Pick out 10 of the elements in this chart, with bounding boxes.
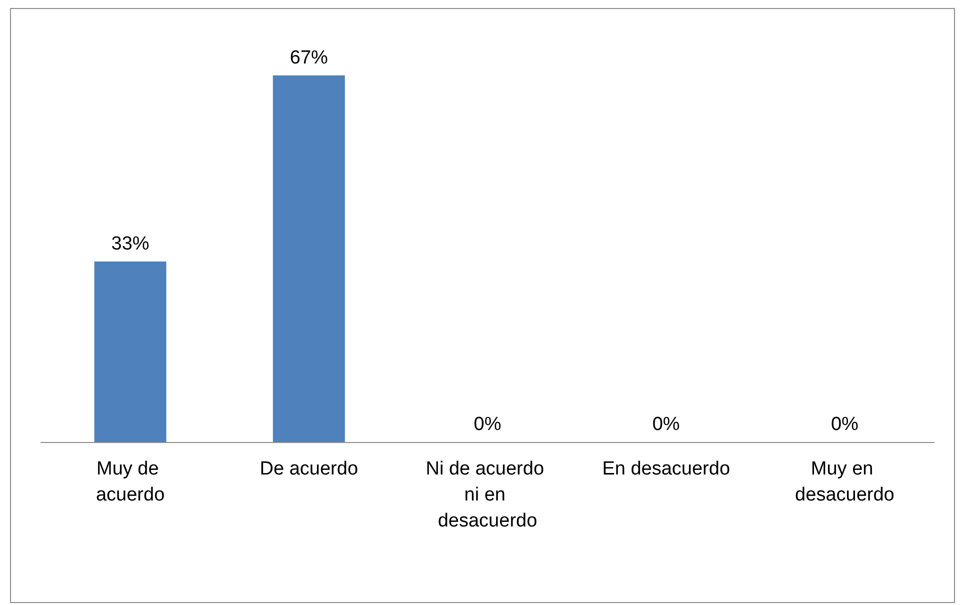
- data-label: 0%: [652, 414, 680, 435]
- x-tick-label: Muy en desacuerdo: [795, 458, 894, 506]
- data-label: 0%: [830, 414, 859, 435]
- data-label: 67%: [290, 47, 328, 68]
- x-tick-label: En desacuerdo: [602, 458, 730, 480]
- data-label: 33%: [111, 233, 150, 254]
- x-tick-label: De acuerdo: [260, 458, 358, 480]
- x-tick-label: Ni de acuerdo ni en desacuerdo: [426, 458, 550, 532]
- x-tick-label: Muy de acuerdo: [96, 458, 165, 506]
- data-label: 0%: [474, 414, 502, 435]
